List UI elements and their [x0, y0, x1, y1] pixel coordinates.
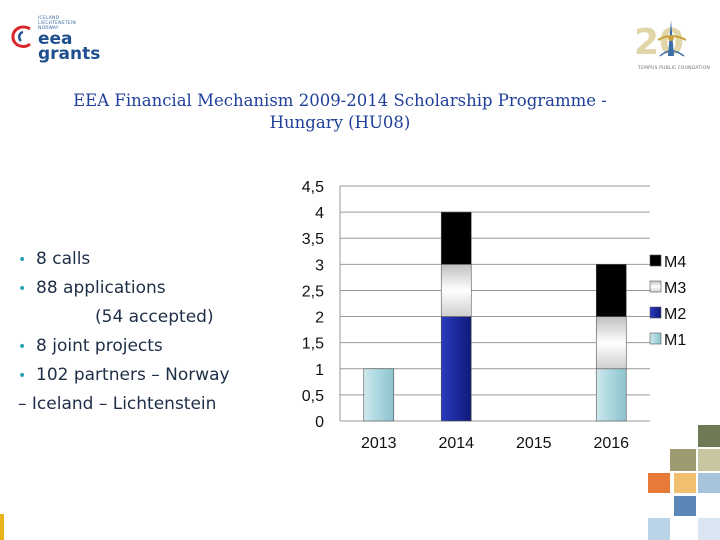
- x-tick-label: 2013: [361, 435, 397, 452]
- y-tick-label: 3,5: [302, 231, 324, 248]
- bullet-dot-icon: •: [18, 339, 27, 355]
- bar-segment-m2: [440, 316, 472, 422]
- bullet-continuation: – Iceland – Lichtenstein: [18, 394, 217, 414]
- svg-text:20: 20: [634, 22, 684, 63]
- y-tick-label: 3: [315, 257, 324, 274]
- legend-label: M1: [664, 332, 686, 349]
- bullet-item: • 88 applications: [18, 274, 298, 303]
- bar-segment-m4: [440, 211, 472, 265]
- mosaic-tile: [648, 473, 670, 493]
- bar-segment-m1: [363, 368, 395, 422]
- bullet-dot-icon: •: [18, 252, 27, 268]
- x-tick-label: 2016: [593, 435, 629, 452]
- bar-segment-m3: [440, 264, 472, 317]
- bullet-item: • 8 calls: [18, 245, 298, 274]
- mosaic-tile: [670, 449, 696, 471]
- mosaic-tile: [698, 518, 720, 540]
- title-line-2: Hungary (HU08): [269, 113, 411, 132]
- bullet-list: • 8 calls • 88 applications (54 accepted) …: [18, 245, 298, 419]
- slide-title: EEA Financial Mechanism 2009-2014 Schola…: [40, 90, 640, 134]
- y-tick-label: 1: [315, 362, 324, 379]
- legend-swatch: [649, 254, 662, 267]
- x-tick-label: 2014: [438, 435, 474, 452]
- y-tick-label: 0,5: [302, 388, 324, 405]
- eea-swirl-icon: [11, 25, 31, 48]
- tempus-foundation-logo: 20 TEMPUS PUBLIC FOUNDATION: [630, 16, 712, 78]
- bullet-dot-icon: •: [18, 281, 27, 297]
- mosaic-tile: [674, 473, 696, 493]
- legend-label: M2: [664, 306, 686, 323]
- y-tick-label: 4: [315, 205, 324, 222]
- y-tick-label: 4,5: [302, 179, 324, 196]
- mosaic-tile: [648, 518, 670, 540]
- legend-swatch: [649, 332, 662, 345]
- logo-brand-text: eea grants: [38, 29, 101, 64]
- decorative-bar: [0, 514, 4, 540]
- bullet-item: • 8 joint projects: [18, 332, 298, 361]
- y-tick-label: 1,5: [302, 336, 324, 353]
- legend-label: M4: [664, 254, 686, 271]
- tempus-20-years-icon: 20: [634, 20, 687, 63]
- eea-grants-logo: ICELAND LIECHTENSTEIN NORWAY eea grants: [10, 14, 100, 70]
- bar-segment-m3: [595, 316, 627, 370]
- mosaic-tile: [698, 425, 720, 447]
- bar-segment-m1: [595, 368, 627, 422]
- mosaic-tile: [698, 449, 720, 471]
- legend-swatch: [649, 280, 662, 293]
- mosaic-tile: [698, 473, 720, 493]
- bar-segment-m4: [595, 264, 627, 317]
- legend-swatch: [649, 306, 662, 319]
- legend-label: M3: [664, 280, 686, 297]
- y-tick-label: 0: [315, 414, 324, 431]
- bullet-continuation: (54 accepted): [95, 307, 214, 327]
- mosaic-tile: [674, 496, 696, 516]
- y-tick-label: 2: [315, 310, 324, 327]
- bullet-item: • 102 partners – Norway: [18, 361, 298, 390]
- bullet-dot-icon: •: [18, 368, 27, 384]
- y-tick-label: 2,5: [302, 283, 324, 300]
- logo-countries: ICELAND LIECHTENSTEIN NORWAY: [38, 16, 76, 31]
- stacked-bar-chart: 0 0,5 1 1,5 2 2,5 3 3,5 4 4,5 2013 2014 2015 2016 M4 M3…: [302, 179, 687, 452]
- x-tick-label: 2015: [516, 435, 552, 452]
- logo-caption: TEMPUS PUBLIC FOUNDATION: [638, 66, 710, 71]
- title-line-1: EEA Financial Mechanism 2009-2014 Schola…: [73, 91, 607, 110]
